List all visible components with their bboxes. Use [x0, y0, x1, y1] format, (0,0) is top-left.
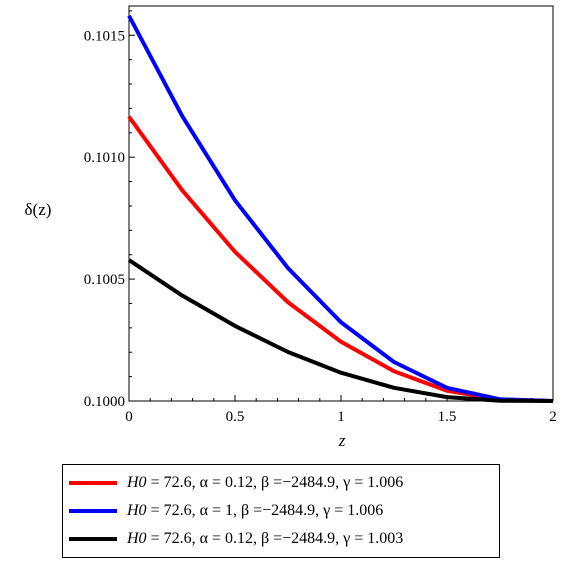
legend: H0 = 72.6, α = 0.12, β =−2484.9, γ = 1.0… [62, 464, 500, 558]
chart-plot: 0 0.5 1 1.5 2 0.1000 0.1005 0.1010 0.1015 z δ(z… [25, 5, 557, 450]
x-ticks: 0 0.5 1 1.5 2 [125, 395, 557, 425]
series-line-2 [127, 258, 554, 403]
x-tick-label: 0 [125, 409, 133, 425]
y-ticks: 0.1000 0.1005 0.1010 0.1015 [84, 10, 135, 410]
legend-swatch-red [69, 481, 117, 485]
y-axis-label: δ(z) [25, 200, 52, 219]
x-tick-label: 1.5 [438, 409, 457, 425]
x-tick-label: 2 [549, 409, 557, 425]
legend-swatch-blue [69, 509, 117, 513]
series-line-1 [127, 14, 554, 403]
series-layer [127, 14, 554, 403]
series-line-0 [127, 115, 554, 403]
legend-item-black: H0 = 72.6, α = 0.12, β =−2484.9, γ = 1.0… [63, 525, 499, 553]
y-tick-label: 0.1015 [84, 28, 125, 44]
y-tick-label: 0.1000 [84, 394, 125, 410]
legend-swatch-black [69, 537, 117, 541]
legend-label: H0 = 72.6, α = 0.12, β =−2484.9, γ = 1.0… [127, 530, 404, 547]
legend-item-red: H0 = 72.6, α = 0.12, β =−2484.9, γ = 1.0… [63, 469, 499, 497]
x-axis-label: z [338, 431, 346, 450]
x-tick-label: 0.5 [226, 409, 245, 425]
x-tick-label: 1 [337, 409, 345, 425]
y-tick-label: 0.1010 [84, 150, 125, 166]
legend-item-blue: H0 = 72.6, α = 1, β =−2484.9, γ = 1.006 [63, 497, 499, 525]
legend-label: H0 = 72.6, α = 1, β =−2484.9, γ = 1.006 [127, 502, 384, 519]
y-tick-label: 0.1005 [84, 272, 125, 288]
legend-label: H0 = 72.6, α = 0.12, β =−2484.9, γ = 1.0… [127, 474, 404, 491]
